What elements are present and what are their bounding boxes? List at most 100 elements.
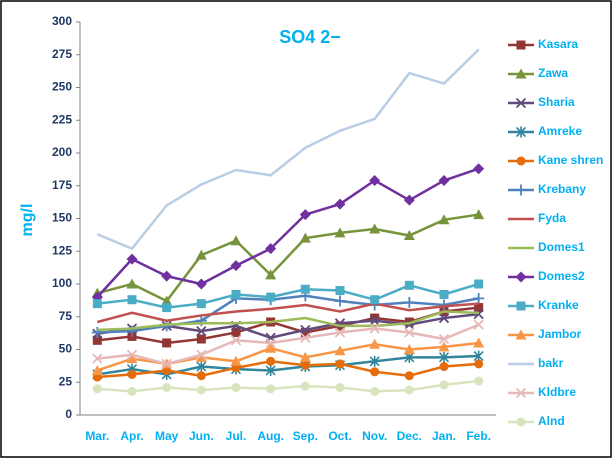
series-line [97,323,480,366]
data-point [338,129,342,133]
data-point [265,364,276,376]
data-point [196,349,207,360]
data-point [404,327,415,338]
legend-marker [515,271,527,283]
y-tick-label: 50 [59,342,73,356]
data-point [130,311,134,315]
legend-marker [515,387,527,399]
data-point [403,194,415,206]
data-point [439,380,449,390]
data-point [195,249,207,260]
data-point [234,168,238,172]
data-point [92,384,102,394]
data-point [338,310,342,314]
legend-label: Krebany [538,182,586,196]
data-point [92,335,102,345]
data-point [165,203,169,207]
data-point [162,303,172,313]
data-point [334,295,346,307]
data-point [334,198,346,210]
data-point [338,324,342,328]
data-point [265,243,277,255]
data-point [196,361,207,373]
data-point [195,278,207,290]
data-point [196,385,206,395]
data-point [369,323,380,334]
data-point [404,385,414,395]
data-point [373,117,377,121]
legend-label: Kranke [538,298,579,312]
legend-marker [515,97,527,109]
data-point [369,223,381,234]
x-tick-label: Sep. [293,429,318,443]
y-tick-label: 175 [52,178,72,192]
data-point [161,358,172,370]
data-point [404,280,414,290]
data-point [407,321,411,325]
data-point [269,320,273,324]
data-point [474,279,484,289]
data-point [303,303,307,307]
data-point [370,295,380,305]
data-point [300,360,310,370]
data-point [442,304,446,308]
x-tick-label: Dec. [397,429,422,443]
data-point [196,334,206,344]
series-line [97,294,479,334]
series-line [97,282,480,309]
data-point [438,312,450,324]
series-line [97,354,479,376]
y-tick-label: 200 [52,145,72,159]
data-point [473,337,485,348]
data-point [369,355,380,367]
y-tick-label: 75 [59,309,73,323]
series-line [96,167,480,298]
data-point [369,175,381,187]
data-point [438,341,450,352]
legend-marker [516,417,526,427]
x-tick-label: Aug. [257,429,284,443]
data-point [303,146,307,150]
y-tick-label: 150 [52,211,72,225]
data-point [231,289,241,299]
legend-label: Amreke [538,124,582,138]
data-point [403,344,415,354]
data-point [438,333,450,345]
series-line [97,213,479,303]
data-point [230,260,242,272]
y-tick-label: 250 [52,80,72,94]
data-point [199,182,203,186]
legend-marker [515,68,527,79]
data-point [334,345,346,356]
y-tick-label: 125 [52,243,72,257]
data-point [126,353,138,364]
x-tick-label: Oct. [328,429,351,443]
legend-label: Domes2 [538,269,585,283]
y-tick-label: 100 [52,276,72,290]
data-point [127,369,137,379]
legend-marker [515,329,527,340]
data-point [473,292,485,304]
x-tick-label: May [155,429,179,443]
data-point [369,315,380,326]
data-point [439,289,449,299]
x-tick-label: Apr. [120,429,143,443]
y-tick-label: 225 [52,112,72,126]
data-point [438,214,450,225]
data-point [234,310,238,314]
data-point [230,355,242,366]
legend-label: Domes1 [538,240,585,254]
legend-label: Alnd [538,414,565,428]
data-point [266,384,276,394]
data-point [130,327,134,331]
data-point [473,308,484,320]
data-point [95,232,99,236]
data-point [300,324,311,335]
series-line [97,360,479,379]
data-point [439,362,449,372]
data-point [231,382,241,392]
legend-label: Jambor [538,327,582,341]
data-point [162,338,172,348]
legend-label: Kasara [538,37,578,51]
